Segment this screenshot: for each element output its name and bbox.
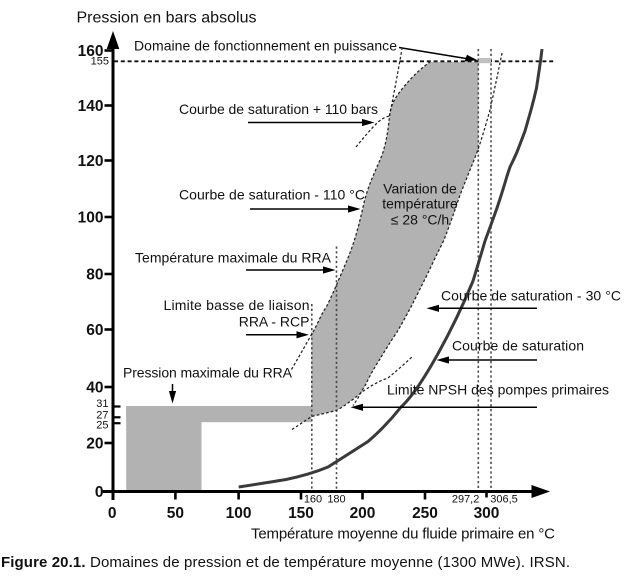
svg-text:température: température — [382, 196, 458, 212]
svg-text:Limite basse de liaison: Limite basse de liaison — [164, 297, 310, 313]
svg-text:100: 100 — [226, 505, 252, 522]
svg-text:60: 60 — [86, 322, 103, 339]
svg-text:Pression en bars absolus: Pression en bars absolus — [77, 10, 257, 27]
svg-text:Courbe de saturation - 110 °C: Courbe de saturation - 110 °C — [179, 187, 365, 203]
svg-text:Variation de: Variation de — [383, 181, 457, 197]
svg-text:Courbe de saturation: Courbe de saturation — [452, 338, 584, 354]
svg-text:120: 120 — [78, 153, 104, 170]
svg-text:0: 0 — [95, 484, 104, 501]
svg-text:≤ 28 °C/h: ≤ 28 °C/h — [391, 212, 449, 228]
svg-text:306,5: 306,5 — [490, 494, 518, 506]
svg-text:Domaine de fonctionnement en p: Domaine de fonctionnement en puissance — [134, 38, 397, 54]
svg-text:300: 300 — [474, 505, 500, 522]
svg-text:0: 0 — [108, 505, 117, 522]
svg-text:100: 100 — [78, 210, 104, 227]
svg-text:50: 50 — [167, 505, 184, 522]
svg-text:160: 160 — [78, 43, 104, 60]
svg-text:Limite NPSH des pompes primair: Limite NPSH des pompes primaires — [387, 382, 609, 398]
svg-text:20: 20 — [86, 436, 103, 453]
svg-text:200: 200 — [350, 505, 376, 522]
svg-text:150: 150 — [288, 505, 314, 522]
svg-text:40: 40 — [86, 380, 103, 397]
svg-text:25: 25 — [96, 420, 108, 432]
svg-text:155: 155 — [91, 56, 109, 68]
svg-text:Pression maximale du RRA: Pression maximale du RRA — [123, 365, 293, 381]
svg-text:80: 80 — [86, 267, 103, 284]
svg-text:Température maximale du RRA: Température maximale du RRA — [135, 250, 332, 266]
svg-text:180: 180 — [327, 494, 345, 506]
svg-text:Domaines de pression et de tem: Domaines de pression et de température m… — [90, 554, 570, 571]
svg-text:160: 160 — [304, 494, 322, 506]
svg-text:27: 27 — [96, 410, 108, 422]
svg-text:Figure 20.1.: Figure 20.1. — [1, 554, 86, 571]
svg-text:31: 31 — [96, 398, 108, 410]
svg-text:RRA - RCP: RRA - RCP — [239, 314, 310, 330]
svg-text:Courbe de saturation - 30 °C: Courbe de saturation - 30 °C — [441, 288, 621, 304]
svg-text:250: 250 — [412, 505, 438, 522]
svg-text:297,2: 297,2 — [452, 494, 480, 506]
svg-text:140: 140 — [78, 98, 104, 115]
svg-text:Courbe de saturation + 110 bar: Courbe de saturation + 110 bars — [179, 101, 378, 117]
svg-text:Température moyenne du fluide: Température moyenne du fluide primaire e… — [251, 526, 555, 543]
